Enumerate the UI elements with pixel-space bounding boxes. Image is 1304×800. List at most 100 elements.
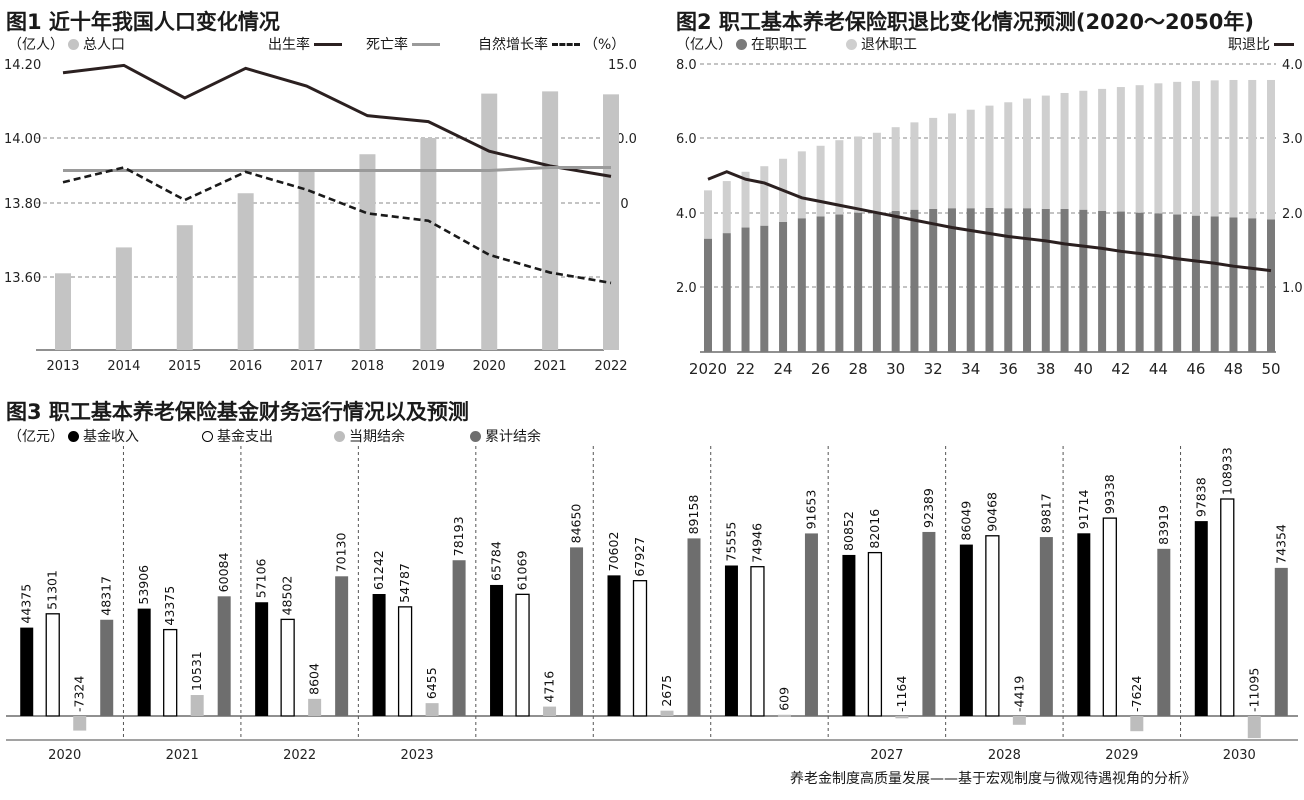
fig2-legend-ratio: 职退比: [1228, 34, 1294, 54]
fig2-left-tick: 4.0: [676, 207, 697, 222]
fig3-bar-expense: [632, 580, 648, 717]
fig2-x-tick: 22: [736, 360, 755, 378]
fig3-legend-current: 当期结余: [334, 426, 405, 446]
fig2-retired-bar: [835, 140, 844, 215]
fig2-active-bar: [722, 233, 731, 352]
fig1-legend-natural-label: 自然增长率: [478, 37, 548, 53]
fig3-bar-current: [73, 716, 87, 731]
fig1-x-tick: 2020: [473, 359, 506, 374]
fig3-bar-income: [137, 608, 151, 716]
fig2-retired-bar: [1248, 79, 1257, 219]
fig3-data-label: 60084: [216, 552, 231, 592]
fig3-data-label: 99338: [1102, 474, 1117, 514]
fig3-bar-current: [777, 714, 791, 717]
circle-icon: [68, 38, 79, 50]
fig2-active-bar: [741, 227, 750, 352]
fig3-bar-cumulative: [1039, 537, 1053, 716]
fig3-data-label: 97838: [1193, 477, 1208, 517]
fig3-bar-income: [490, 584, 504, 716]
fig2-active-bar: [1116, 211, 1125, 352]
fig1-legend-birth-label: 出生率: [268, 37, 310, 53]
fig3-year-label: 2027: [870, 748, 903, 763]
fig2-legend-retired: 退休职工: [846, 34, 917, 54]
fig2-retired-bar: [722, 181, 731, 234]
fig3-bar-expense: [280, 618, 295, 717]
fig2-active-bar: [797, 218, 806, 352]
fig3-data-label: 80852: [841, 511, 856, 551]
fig3-data-label: 53906: [136, 565, 151, 605]
fig1-left-tick: 14.20: [4, 58, 41, 73]
fig3-data-label: 48502: [280, 576, 295, 616]
dashed-line-icon: [552, 42, 580, 46]
fig2-retired-bar: [929, 117, 938, 209]
fig1-population-bar: [542, 91, 559, 350]
fig3-data-label: -4419: [1011, 676, 1026, 712]
fig1-legend-total-label: 总人口: [83, 37, 125, 53]
fig3-bar-income: [842, 554, 856, 716]
fig2-x-tick: 28: [849, 360, 868, 378]
fig3-bar-expense: [515, 593, 530, 717]
fig1-right-tick: 15.0: [608, 58, 637, 73]
fig3-bar-income: [607, 575, 621, 716]
fig3-data-label: 78193: [451, 516, 466, 556]
fig3-bar-cumulative: [804, 533, 818, 716]
fig3-data-label: 61242: [371, 550, 386, 590]
fig2-active-bar: [1023, 208, 1032, 352]
fig3-bar-income: [1077, 533, 1091, 716]
fig1-x-tick: 2018: [351, 359, 384, 374]
fig3-data-label: 91714: [1076, 489, 1091, 529]
fig3-data-label: 70130: [334, 532, 349, 572]
fig1-population-bar: [359, 154, 376, 350]
fig3-bar-income: [724, 565, 738, 716]
fig1-right-unit: （%）: [584, 37, 626, 53]
fig2-x-tick: 44: [1149, 360, 1168, 378]
fig1-legend-birth: 出生率: [268, 34, 342, 54]
fig2-active-bar: [704, 238, 712, 352]
fig3-data-label: 65784: [489, 541, 504, 581]
fig3-title: 图3 职工基本养老保险基金财务运行情况以及预测: [6, 400, 469, 424]
fig2-active-bar: [1267, 219, 1275, 352]
fig3-bar-current: [660, 710, 674, 716]
fig2-retired-bar: [1116, 87, 1125, 212]
fig2-active-bar: [1135, 212, 1144, 352]
fig2-legend-retired-label: 退休职工: [861, 37, 917, 53]
fig2-active-bar: [1098, 210, 1107, 352]
source-citation: 养老金制度高质量发展——基于宏观制度与微观待遇视角的分析》: [790, 771, 1196, 787]
fig2-retired-bar: [854, 136, 863, 213]
fig3-data-label: 89158: [686, 495, 701, 535]
fig2-left-tick: 2.0: [676, 281, 697, 296]
fig3-data-label: 8604: [307, 663, 322, 695]
fig2-retired-bar: [741, 171, 750, 228]
fig3-bar-cumulative: [100, 619, 114, 716]
fig1-population-bar: [115, 247, 132, 350]
fig2-active-bar: [779, 221, 788, 352]
fig2-retired-bar: [1041, 95, 1050, 209]
fig2-x-tick: 40: [1074, 360, 1093, 378]
fig2-x-tick: 26: [811, 360, 830, 378]
circle-icon: [68, 430, 79, 442]
fig2-right-tick: 3.0: [1282, 132, 1303, 147]
fig1-x-tick: 2021: [534, 359, 567, 374]
fig1-population-bar: [298, 170, 315, 350]
fig3-data-label: -11095: [1246, 668, 1261, 712]
fig3-bar-cumulative: [922, 531, 936, 716]
fig3-bar-current: [1012, 716, 1026, 725]
fig3-year-label: 2029: [1105, 748, 1138, 763]
fig1-legend-total: （亿人） 总人口: [8, 34, 125, 54]
fig1-population-bar: [237, 193, 254, 350]
fig3-unit: （亿元）: [8, 429, 64, 445]
fig2-retired-bar: [985, 105, 994, 208]
fig2-x-tick: 36: [999, 360, 1018, 378]
fig3-data-label: 90468: [984, 492, 999, 532]
fig2-retired-bar: [1004, 102, 1013, 209]
fig2-retired-bar: [1210, 80, 1219, 217]
fig2-legend-active-label: 在职职工: [751, 37, 807, 53]
fig2-active-bar: [1191, 215, 1200, 352]
fig1-left-tick: 14.00: [4, 132, 41, 147]
fig2-legend-active: （亿人） 在职职工: [676, 34, 807, 54]
fig2-active-bar: [1210, 216, 1219, 352]
fig2-active-bar: [985, 207, 994, 352]
fig3-data-label: 74354: [1273, 524, 1288, 564]
fig2-right-tick: 4.0: [1282, 58, 1303, 73]
fig3-bar-cumulative: [687, 538, 701, 716]
